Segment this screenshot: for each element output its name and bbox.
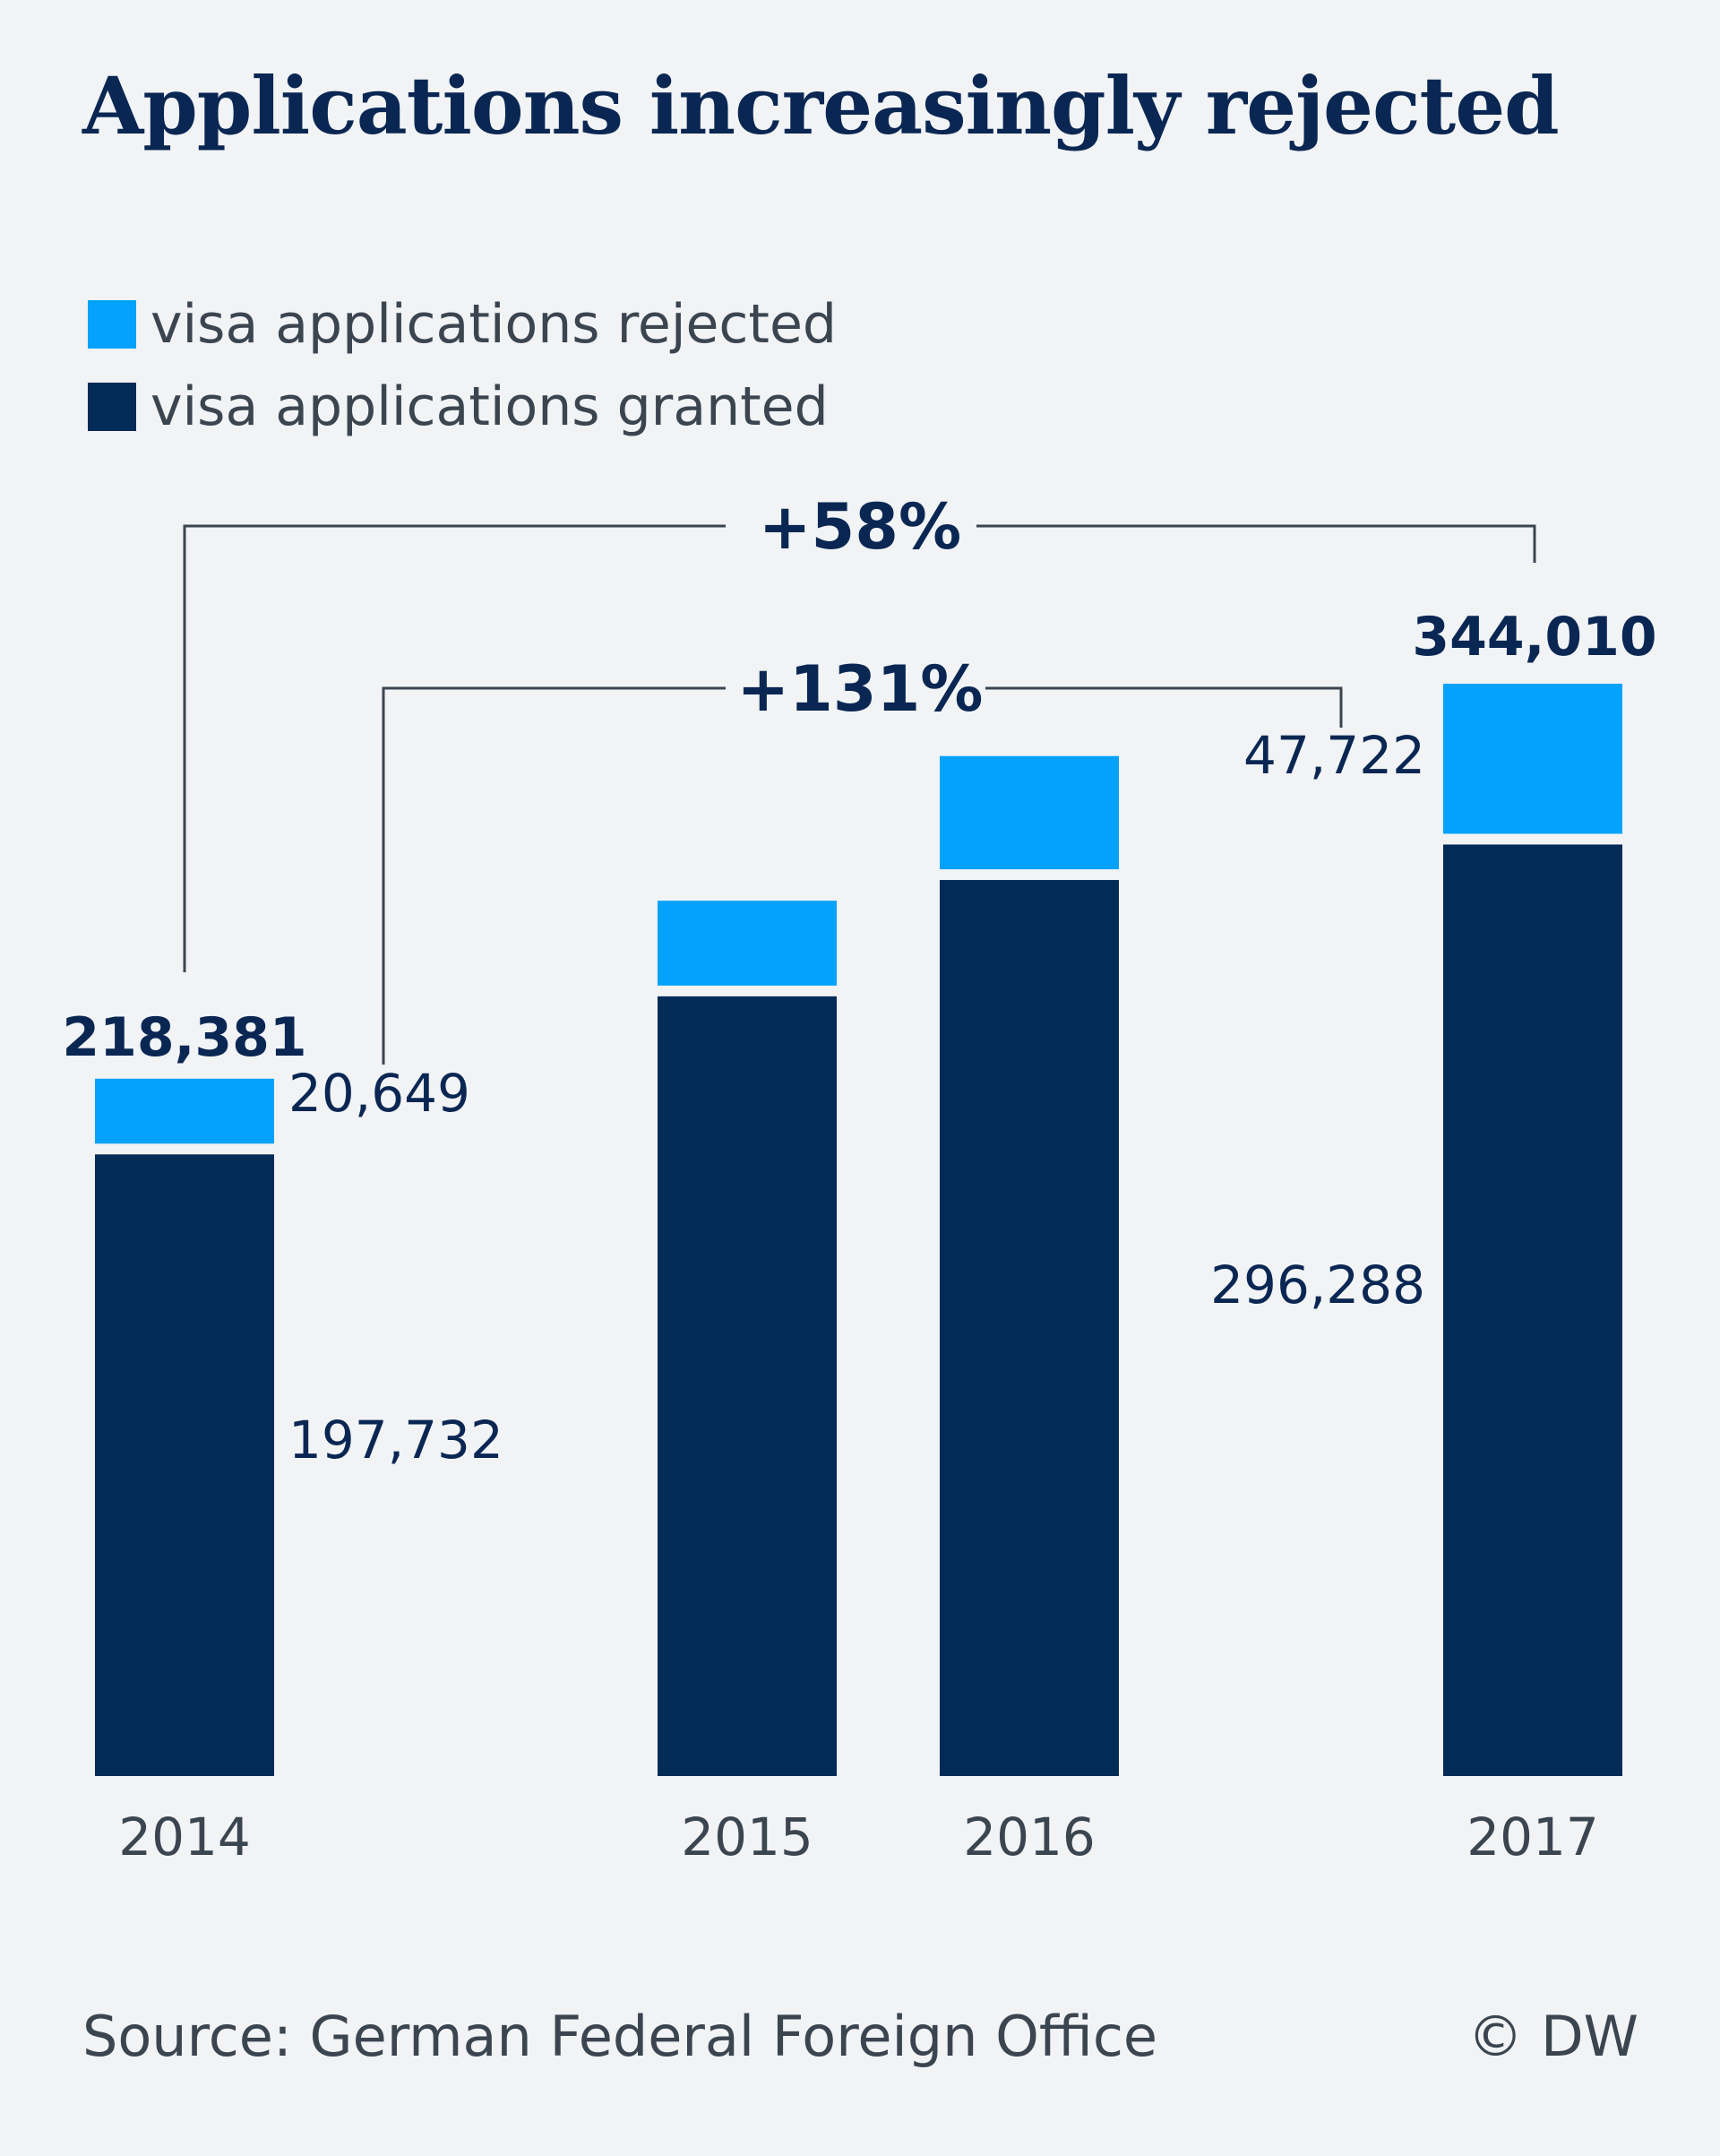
tick-label-2016: 2016	[963, 1807, 1096, 1867]
bar-granted-2014	[95, 1154, 274, 1776]
source-note: Source: German Federal Foreign Office	[82, 2004, 1158, 2069]
connector-rejected-change	[382, 686, 1343, 1065]
rejected-label-2017: 47,722	[1243, 725, 1425, 786]
legend-item-granted: visa applications granted	[88, 375, 829, 438]
tick-label-2014: 2014	[118, 1807, 251, 1867]
bar-rejected-2016	[940, 755, 1119, 870]
legend-label-rejected: visa applications rejected	[150, 293, 837, 356]
bar-granted-2015	[658, 996, 837, 1776]
granted-label-2014: 197,732	[288, 1410, 503, 1470]
total-label-2014: 218,381	[62, 1006, 306, 1069]
bar-rejected-2015	[658, 901, 837, 986]
tick-label-2015: 2015	[681, 1807, 813, 1867]
annotation-rejected-change: +131%	[737, 652, 984, 726]
legend-label-granted: visa applications granted	[150, 375, 829, 438]
legend-item-rejected: visa applications rejected	[88, 293, 837, 356]
rejected-label-2014: 20,649	[288, 1063, 470, 1124]
chart-title: Applications increasingly rejected	[82, 59, 1560, 152]
bar-granted-2016	[940, 880, 1119, 1776]
bar-rejected-2017	[1443, 684, 1622, 834]
total-label-2017: 344,010	[1412, 606, 1656, 668]
tick-label-2017: 2017	[1466, 1807, 1599, 1867]
annotation-total-change: +58%	[759, 490, 961, 564]
credit-note: © DW	[1467, 2004, 1638, 2069]
legend-swatch-granted	[88, 383, 136, 431]
bar-granted-2017	[1443, 844, 1622, 1776]
granted-label-2017: 296,288	[1210, 1255, 1425, 1315]
bar-rejected-2014	[95, 1078, 274, 1144]
legend-swatch-rejected	[88, 300, 136, 349]
connector-total-change	[183, 524, 1536, 972]
